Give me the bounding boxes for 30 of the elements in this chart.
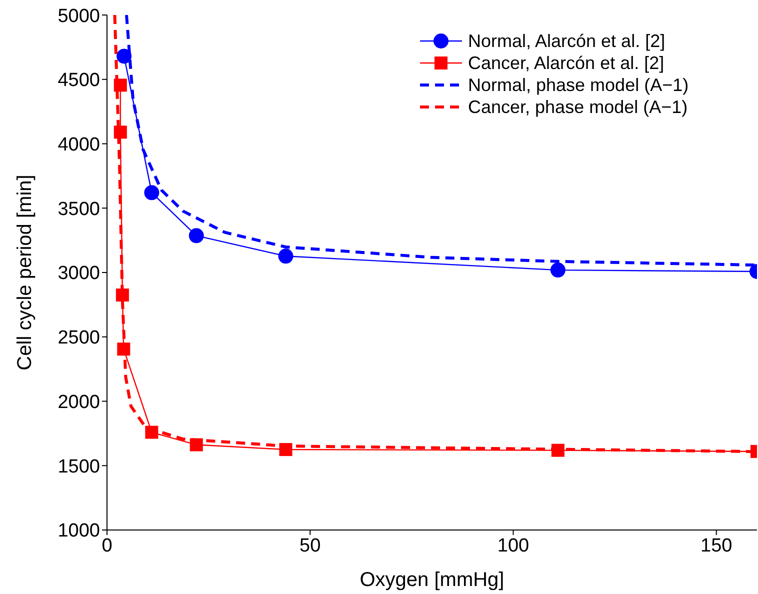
y-tick-label: 5000: [58, 6, 100, 27]
point: [190, 438, 203, 452]
point: [188, 228, 204, 244]
y-tick-label: 3500: [58, 198, 100, 220]
legend-label: Normal, Alarcón et al. [2]: [468, 30, 666, 52]
y-tick-label: 2000: [58, 392, 100, 413]
x-axis-title: Oxygen [mmHg]: [360, 569, 504, 591]
legend-label: Cancer, phase model (A−1): [468, 96, 688, 118]
point: [114, 126, 127, 139]
point: [144, 185, 160, 200]
y-tick-label: 4500: [58, 70, 100, 92]
x-tick-label: 50: [300, 535, 321, 556]
point: [145, 426, 158, 439]
y-tick-label: 4000: [58, 134, 100, 156]
y-axis-title: Cell cycle period [min]: [14, 174, 36, 370]
point: [116, 288, 129, 302]
x-tick-label: 100: [497, 535, 530, 556]
y-tick-label: 2500: [58, 328, 100, 349]
y-tick-label: 3000: [58, 263, 100, 284]
point: [117, 342, 130, 356]
legend-label: Cancer, Alarcón et al. [2]: [468, 52, 664, 74]
y-tick-label: 1000: [58, 520, 100, 542]
x-tick-label: 0: [102, 535, 112, 556]
point: [278, 248, 294, 264]
point: [114, 78, 127, 92]
point: [279, 443, 292, 456]
point: [116, 48, 132, 64]
y-tick-label: 1500: [58, 456, 100, 478]
x-tick-label: 150: [700, 535, 732, 556]
legend-label: Normal, phase model (A−1): [468, 74, 689, 96]
